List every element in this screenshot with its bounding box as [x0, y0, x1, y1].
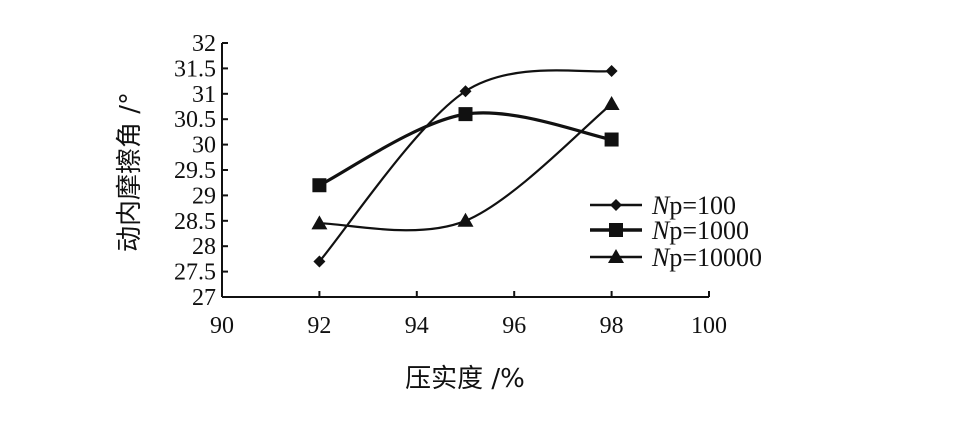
legend-label-italic: N: [651, 216, 671, 245]
series-line-diamond: [318, 69, 612, 263]
y-tick-label: 31: [192, 82, 216, 108]
legend-marker-diamond: [610, 199, 622, 211]
series-markers: [311, 64, 620, 268]
y-tick-label: 27: [192, 285, 216, 311]
legend-label-italic: N: [651, 243, 671, 272]
data-point-square: [604, 132, 619, 147]
y-tick-label: 28.5: [174, 209, 216, 235]
series-line-triangle: [319, 103, 613, 232]
y-tick-label: 28: [192, 234, 216, 260]
data-point-diamond: [459, 85, 472, 98]
y-axis-title: 动内摩擦角 /°: [115, 92, 145, 252]
data-point-diamond: [313, 255, 326, 268]
legend-label-italic: N: [651, 191, 671, 220]
y-tick-label: 29: [192, 183, 216, 209]
series-lines: [318, 69, 613, 263]
y-tick-label: 29.5: [174, 158, 216, 184]
legend-label-rest: p=1000: [669, 216, 749, 245]
legend-label: Np=1000: [651, 216, 749, 245]
x-tick-label: 94: [405, 313, 429, 339]
y-tick-label: 30: [192, 133, 216, 159]
y-tick-label: 30.5: [174, 107, 216, 133]
legend-marker-square: [609, 223, 623, 237]
legend-label-rest: p=100: [669, 191, 736, 220]
x-ticks: 90 92 94 96 98 100: [210, 291, 727, 339]
y-tick-label: 27.5: [174, 260, 216, 286]
x-tick-label: 90: [210, 313, 234, 339]
x-tick-label: 92: [307, 313, 331, 339]
data-point-triangle: [603, 95, 620, 110]
data-point-triangle: [457, 212, 474, 227]
data-point-square: [312, 178, 327, 193]
data-point-diamond: [605, 64, 618, 77]
x-tick-label: 98: [600, 313, 624, 339]
x-tick-label: 100: [691, 313, 727, 339]
x-tick-label: 96: [502, 313, 526, 339]
legend-marker-triangle: [608, 249, 624, 263]
legend-label-rest: p=10000: [669, 243, 762, 272]
y-tick-label: 32: [192, 31, 216, 57]
legend-label: Np=100: [651, 191, 736, 220]
y-tick-label: 31.5: [174, 56, 216, 82]
legend-label: Np=10000: [651, 243, 762, 272]
x-axis-title: 压实度 /%: [405, 364, 525, 394]
data-point-square: [458, 107, 473, 122]
axes: [221, 43, 709, 298]
series-line-square: [318, 111, 612, 187]
data-point-triangle: [311, 215, 328, 230]
